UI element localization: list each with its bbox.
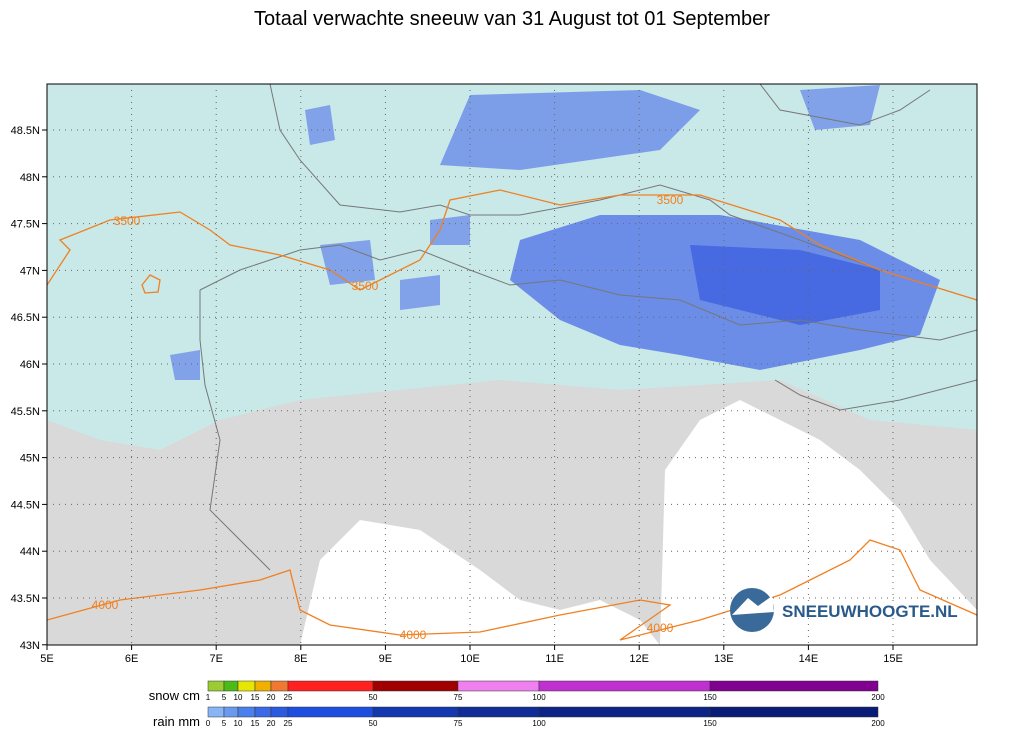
lon-label: 13E	[714, 653, 734, 665]
lon-label: 9E	[379, 653, 392, 665]
lat-label: 44N	[20, 546, 40, 558]
legend-tick: 50	[369, 693, 378, 702]
legend-tick: 1	[206, 693, 211, 702]
legend-tick: 0	[206, 719, 211, 728]
snow-label: snow cm	[149, 688, 200, 703]
legend-tick: 15	[251, 719, 260, 728]
lat-label: 47.5N	[11, 219, 40, 231]
rain-area	[690, 245, 880, 325]
legend-tick: 100	[532, 719, 546, 728]
contour-label: 3500	[657, 193, 684, 207]
lat-label: 46N	[20, 359, 40, 371]
lat-label: 44.5N	[11, 499, 40, 511]
title: Totaal verwachte sneeuw van 31 August to…	[254, 8, 770, 30]
legend-tick: 15	[251, 693, 260, 702]
legend-swatch	[237, 680, 256, 692]
legend-tick: 50	[369, 719, 378, 728]
lon-label: 5E	[40, 653, 53, 665]
legend-swatch	[254, 706, 272, 718]
logo: SNEEUWHOOGTE.NL	[730, 588, 958, 632]
legend-swatch	[538, 706, 711, 718]
legend-tick: 20	[267, 693, 276, 702]
legend-swatch	[372, 680, 459, 692]
contour-label: 3500	[352, 279, 379, 293]
lon-label: 12E	[629, 653, 649, 665]
legend-tick: 25	[284, 719, 293, 728]
legend-swatch	[270, 706, 289, 718]
legend-tick: 10	[234, 693, 243, 702]
legend-swatch	[372, 706, 459, 718]
contours	[47, 189, 977, 641]
lon-label: 7E	[209, 653, 222, 665]
legend-swatch	[709, 680, 879, 692]
lat-label: 43N	[20, 640, 40, 652]
lat-label: 46.5N	[11, 312, 40, 324]
lon-label: 8E	[294, 653, 307, 665]
lon-label: 6E	[125, 653, 138, 665]
contour-label: 4000	[400, 628, 427, 642]
legend-swatch	[538, 680, 711, 692]
lat-label: 48N	[20, 172, 40, 184]
legend-swatch	[223, 706, 239, 718]
legend-swatch	[270, 680, 289, 692]
legend-tick: 200	[871, 693, 885, 702]
legend-tick: 25	[284, 693, 293, 702]
legend: snow cm rain mm 1 5 10 15 20 25 50 75 100 150 2000…	[149, 680, 885, 729]
logo-mountain	[732, 596, 774, 615]
legend-swatch	[709, 706, 879, 718]
legend-swatch	[254, 680, 272, 692]
lat-label: 47N	[20, 265, 40, 277]
grid: 5E 6E 7E 8E 9E 10E 11E 12E 13E 14E 15E 48.5N 48N 47.5…	[11, 84, 977, 665]
brand: SNEEUWHOOGTE.NL	[782, 602, 958, 621]
lat-label: 43.5N	[11, 593, 40, 605]
rain-label: rain mm	[153, 714, 200, 729]
lat-label: 48.5N	[11, 125, 40, 137]
borders	[199, 84, 977, 571]
lat-label: 45.5N	[11, 406, 40, 418]
legend-swatch	[207, 706, 225, 718]
legend-tick: 100	[532, 693, 546, 702]
lon-label: 10E	[460, 653, 480, 665]
legend-tick: 5	[222, 693, 227, 702]
lat-label: 45N	[20, 453, 40, 465]
contour-label: 4000	[92, 598, 119, 612]
contour-label: 3500	[114, 214, 141, 228]
legend-swatch	[223, 680, 239, 692]
map	[47, 84, 977, 645]
lon-label: 11E	[545, 653, 564, 665]
legend-tick: 20	[267, 719, 276, 728]
legend-tick: 150	[703, 719, 717, 728]
legend-swatch	[207, 680, 225, 692]
legend-swatch	[287, 680, 374, 692]
lon-label: 14E	[799, 653, 819, 665]
legend-tick: 75	[454, 693, 463, 702]
legend-tick: 200	[871, 719, 885, 728]
legend-swatch	[287, 706, 374, 718]
sea	[660, 400, 977, 645]
legend-tick: 150	[703, 693, 717, 702]
legend-swatch	[457, 680, 540, 692]
lon-label: 15E	[883, 653, 903, 665]
legend-tick: 75	[454, 719, 463, 728]
legend-tick: 10	[234, 719, 243, 728]
legend-tick: 5	[222, 719, 227, 728]
legend-swatch	[457, 706, 540, 718]
legend-swatch	[237, 706, 256, 718]
contour-label: 4000	[647, 621, 674, 635]
